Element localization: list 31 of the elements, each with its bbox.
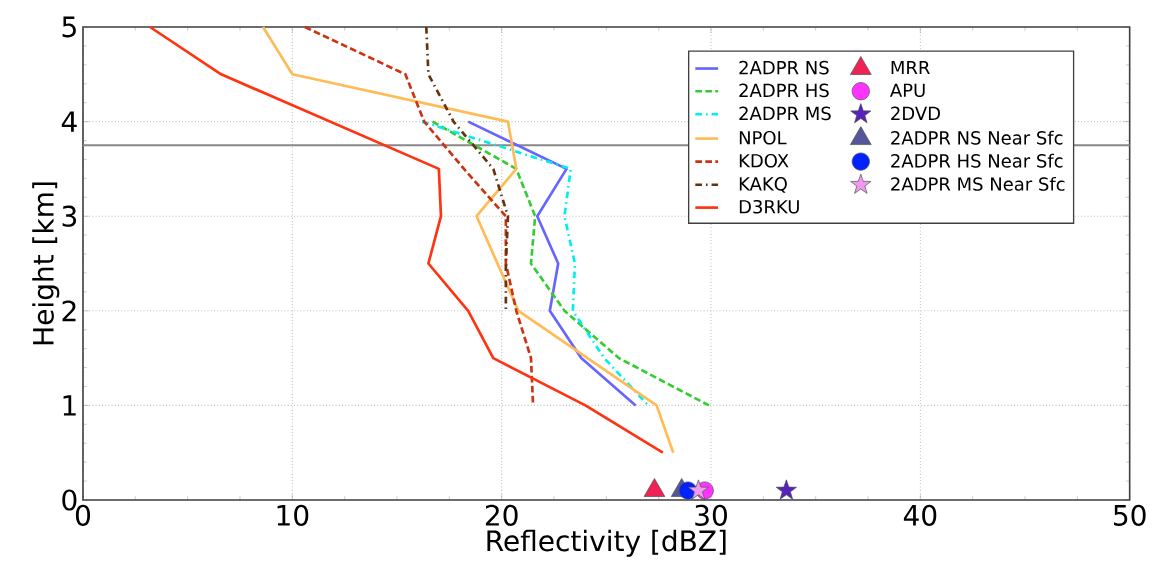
line-series [466, 120, 637, 407]
x-tick-label: 30 [695, 504, 727, 526]
x-tick-label: 40 [903, 504, 937, 526]
legend-label: 2DVD [891, 106, 940, 120]
line-series [148, 25, 665, 455]
y-tick-label: 5 [62, 16, 76, 38]
legend-label: 2ADPR HS Near Sfc [891, 153, 1063, 168]
legend-label: 2ADPR HS [739, 83, 829, 98]
line-series [261, 25, 675, 455]
y-axis-title: Height [km] [32, 182, 60, 345]
y-tick-label: 2 [62, 300, 76, 322]
legend-label: MRR [891, 60, 930, 75]
y-tick-label: 3 [62, 205, 77, 227]
x-tick-label: 20 [485, 504, 518, 526]
legend-label: KDOX [739, 153, 789, 168]
legend-label: 2ADPR MS [739, 106, 831, 121]
legend-label: 2ADPR MS Near Sfc [891, 176, 1065, 191]
legend-label: APU [890, 83, 925, 98]
legend-label: KAKQ [739, 177, 787, 193]
y-tick-label: 0 [62, 489, 77, 511]
legend-label: D3RKU [739, 199, 799, 214]
x-axis-title: Reflectivity [dBZ] [487, 529, 726, 557]
y-tick-label: 4 [61, 111, 77, 132]
line-series [420, 120, 650, 407]
x-tick-label: 10 [277, 504, 309, 526]
legend-label: 2ADPR NS Near Sfc [891, 130, 1063, 145]
y-tick-label: 1 [63, 395, 76, 416]
line-series [431, 120, 711, 407]
legend-label: NPOL [739, 130, 787, 145]
legend-label: 2ADPR NS [739, 60, 829, 75]
x-tick-label: 50 [1114, 504, 1146, 526]
